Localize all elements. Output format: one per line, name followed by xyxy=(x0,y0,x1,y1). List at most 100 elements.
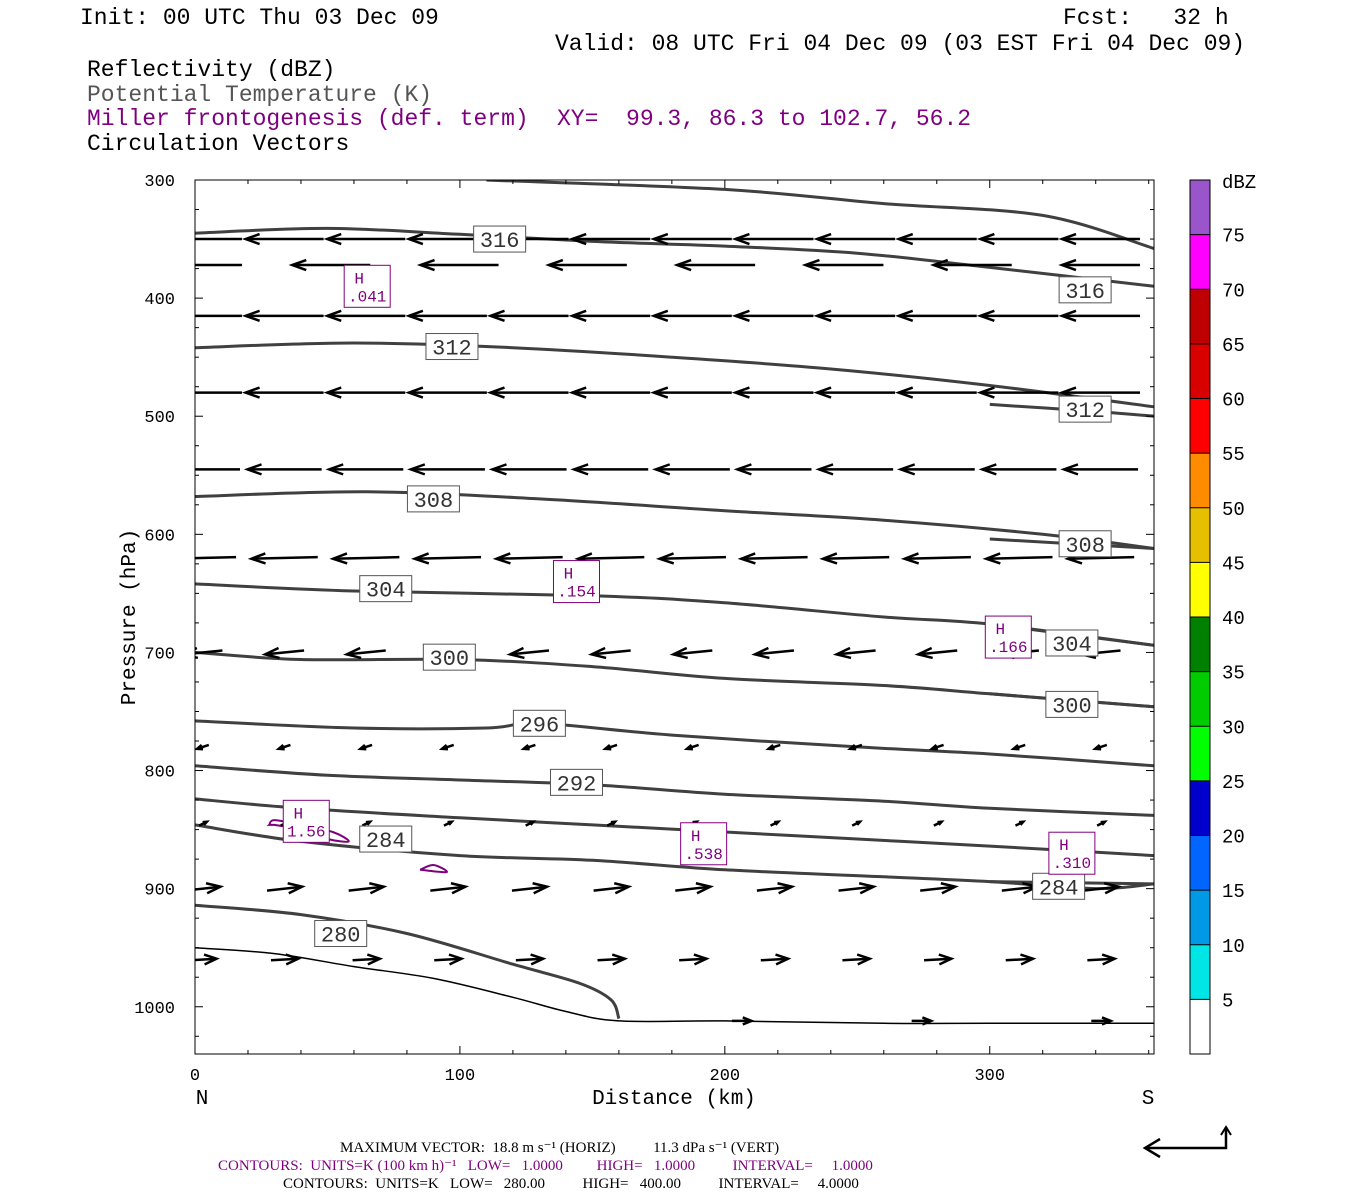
theta-contour-316 xyxy=(195,226,1154,288)
circulation-vector xyxy=(731,309,814,323)
circulation-vector xyxy=(650,232,732,246)
init-time: Init: 00 UTC Thu 03 Dec 09 xyxy=(80,5,439,31)
y-tick-label: 1000 xyxy=(134,1000,175,1019)
south-label: S xyxy=(1142,1088,1155,1111)
theta-label-text: 280 xyxy=(321,924,361,949)
colorbar-label: 30 xyxy=(1222,717,1245,739)
frontogenesis-max-symbol: H xyxy=(1059,837,1069,855)
y-tick-label: 600 xyxy=(144,527,175,546)
theta-label: 300 xyxy=(422,643,476,672)
circulation-vector xyxy=(195,468,240,471)
circulation-vector xyxy=(195,314,242,318)
circulation-vector xyxy=(407,463,485,476)
circulation-vector xyxy=(652,463,730,476)
theta-label-text: 296 xyxy=(520,713,560,738)
colorbar-label: 50 xyxy=(1222,499,1245,521)
circulation-vector xyxy=(813,386,896,399)
valid-time: Valid: 08 UTC Fri 04 Dec 09 (03 EST Fri … xyxy=(555,31,1246,57)
circulation-vector xyxy=(506,646,550,660)
circulation-vector xyxy=(241,232,324,246)
frontogenesis-max-value: .041 xyxy=(348,288,386,306)
theta-contour-280 xyxy=(195,903,621,1020)
circulation-vector xyxy=(847,743,863,751)
circulation-vector xyxy=(928,743,944,751)
circulation-vector xyxy=(673,258,756,272)
circulation-vector xyxy=(430,882,470,895)
circulation-vector xyxy=(434,953,465,966)
colorbar: 5 10 15 20 25 30 35 40 45 50 55 60 65 70 75 dBZ xyxy=(1189,172,1256,1055)
circulation-vector xyxy=(1060,463,1139,476)
frontogenesis-max-value: .310 xyxy=(1053,855,1091,873)
circulation-vector xyxy=(405,309,487,323)
circulation-vector xyxy=(675,882,715,895)
circulation-vector xyxy=(198,820,210,827)
circulation-vector xyxy=(769,820,782,827)
colorbar-label: 25 xyxy=(1222,772,1245,794)
circulation-vector xyxy=(978,463,1057,476)
circulation-vector xyxy=(924,953,955,966)
frontogenesis-max: H.041 xyxy=(343,264,391,308)
theta-label: 312 xyxy=(425,333,479,362)
circulation-vector xyxy=(650,309,732,323)
circulation-vector xyxy=(669,646,713,660)
frontogenesis-max: H.310 xyxy=(1048,831,1096,875)
circulation-vector xyxy=(593,882,633,895)
theta-label: 284 xyxy=(1032,872,1086,901)
circulation-vector xyxy=(261,646,305,660)
circulation-vector xyxy=(1091,1016,1115,1026)
circulation-vector xyxy=(195,743,210,751)
circulation-vector xyxy=(323,232,406,246)
theta-label: 308 xyxy=(1058,530,1112,559)
theta-label-text: 284 xyxy=(1039,876,1079,901)
theta-label-text: 304 xyxy=(366,579,406,604)
circulation-vector xyxy=(357,743,373,751)
frontogenesis-max: H.154 xyxy=(552,560,600,604)
colorbar-segment xyxy=(1190,835,1210,891)
colorbar-segment xyxy=(1190,726,1210,781)
circulation-vector xyxy=(895,386,977,399)
circulation-vector xyxy=(851,820,863,827)
circulation-vector xyxy=(361,820,374,827)
y-tick-label: 900 xyxy=(144,882,175,901)
footer-contours-frontogenesis: CONTOURS: UNITS=K (100 km h)⁻¹ LOW= 1.00… xyxy=(218,1158,873,1174)
circulation-vector xyxy=(606,820,619,827)
colorbar-label: 15 xyxy=(1222,881,1245,903)
circulation-vector xyxy=(813,309,896,323)
circulation-vector xyxy=(930,258,1012,272)
circulation-vector xyxy=(813,232,896,246)
circulation-vector xyxy=(568,309,651,323)
circulation-vector xyxy=(492,552,563,565)
circulation-vector xyxy=(525,820,537,827)
theta-label: 280 xyxy=(314,920,368,949)
field-reflectivity: Reflectivity (dBZ) xyxy=(87,57,336,83)
y-tick-label: 300 xyxy=(144,173,175,192)
colorbar-label: 20 xyxy=(1222,827,1245,849)
circulation-vector xyxy=(195,263,242,267)
x-tick-label: 100 xyxy=(445,1067,476,1086)
plot-frame xyxy=(194,179,1155,1055)
colorbar-label: 65 xyxy=(1222,335,1245,357)
colorbar-segment xyxy=(1190,507,1210,563)
circulation-vector xyxy=(241,386,324,399)
y-tick-label: 800 xyxy=(144,764,175,783)
circulation-vector xyxy=(515,953,547,966)
theta-label: 316 xyxy=(1058,276,1112,305)
theta-label-text: 308 xyxy=(1065,534,1105,559)
circulation-vector xyxy=(838,882,878,895)
circulation-vector xyxy=(597,953,629,966)
colorbar-segment xyxy=(1190,944,1210,1000)
field-potential-temperature: Potential Temperature (K) xyxy=(87,82,433,108)
circulation-vector xyxy=(352,953,384,966)
circulation-vector xyxy=(832,646,876,660)
circulation-vector xyxy=(751,646,795,660)
theta-label-text: 284 xyxy=(366,829,406,854)
circulation-vector xyxy=(819,552,890,565)
circulation-vector xyxy=(683,743,700,751)
circulation-vector xyxy=(976,232,1059,246)
circulation-vector xyxy=(900,552,971,565)
frontogenesis-max-value: .166 xyxy=(989,639,1027,657)
theta-label: 284 xyxy=(359,825,413,854)
frontogenesis-max-symbol: H xyxy=(691,828,701,846)
colorbar-title: dBZ xyxy=(1222,172,1256,194)
axes: 0 100 200 300 300 400 500 600 700 800 900 1000 xyxy=(134,173,1154,1086)
